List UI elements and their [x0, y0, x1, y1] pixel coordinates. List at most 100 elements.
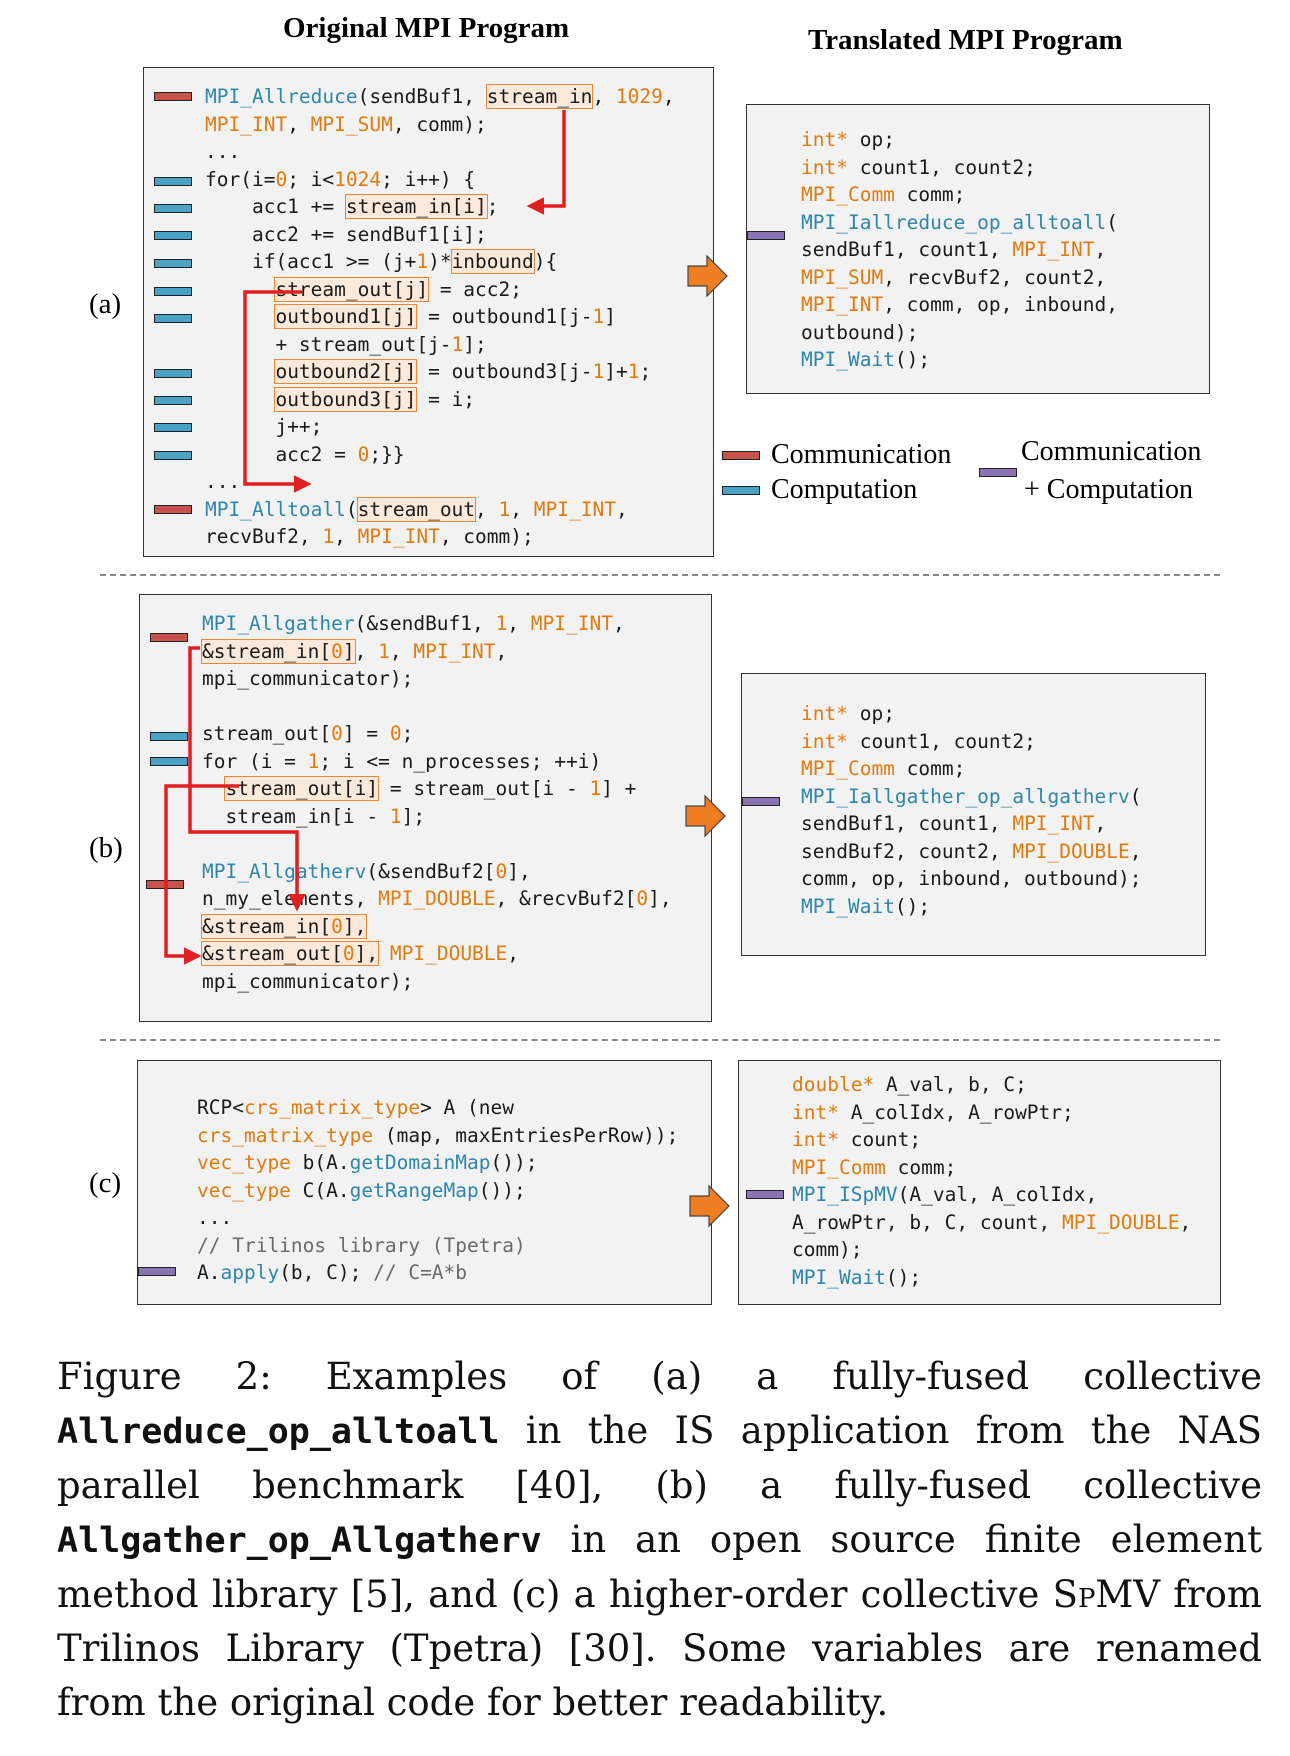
code-line: MPI_INT, comm, op, inbound,: [801, 293, 1118, 316]
code-line: [202, 693, 672, 721]
caption-smallcaps: SpMV: [1052, 1573, 1161, 1616]
code-line: stream_in[i - 1];: [202, 804, 426, 828]
code-line: acc2 = 0;}}: [205, 442, 405, 466]
code-line: outbound3[j] = i;: [274, 386, 476, 412]
marker-computation: [154, 177, 192, 186]
panel-c-original: [137, 1060, 712, 1305]
marker-comm-comp: [742, 797, 780, 806]
legend-computation-swatch: [722, 486, 760, 495]
code-line: int* op;: [801, 702, 895, 725]
marker-computation: [154, 287, 192, 296]
code-line: int* count;: [792, 1128, 922, 1151]
code-line: MPI_Allgather(&sendBuf1, 1, MPI_INT,: [202, 612, 625, 635]
code-line: mpi_communicator);: [202, 667, 414, 690]
marker-communication: [150, 633, 188, 642]
code-line: outbound2[j] = outbound3[j-1]+1;: [274, 359, 652, 384]
code-line: [202, 830, 672, 858]
code-line: acc1 += stream_in[i];: [205, 194, 499, 219]
panel-a-translated: [746, 104, 1210, 394]
code-line: MPI_Iallreduce_op_alltoall(: [801, 210, 1118, 234]
code-line: vec_type b(A.getDomainMap());: [197, 1151, 538, 1174]
marker-comm-comp: [747, 231, 785, 240]
code-line: // Trilinos library (Tpetra): [197, 1233, 526, 1257]
caption-text-4: from Trilinos Library (Tpetra) [30]. Som…: [57, 1573, 1262, 1724]
legend-comm-comp-line2: + Computation: [1024, 474, 1194, 505]
label-c: (c): [89, 1167, 122, 1199]
code-line: for(i=0; i<1024; i++) {: [205, 167, 476, 191]
separator: [100, 574, 1220, 576]
code-line: n_my_elements, MPI_DOUBLE, &recvBuf2[0],: [202, 887, 672, 910]
figure-caption: Figure 2: Examples of (a) a fully-fused …: [57, 1350, 1262, 1730]
code-line: vec_type C(A.getRangeMap());: [197, 1178, 526, 1202]
marker-computation: [154, 396, 192, 405]
marker-computation: [154, 423, 192, 432]
code-line: recvBuf2, 1, MPI_INT, comm);: [205, 525, 534, 548]
code-line: MPI_Wait();: [801, 348, 931, 371]
code-line: MPI_Wait();: [801, 894, 931, 918]
code-line: ...: [197, 1206, 233, 1229]
code-line: ...: [205, 140, 241, 163]
marker-comm-comp: [746, 1190, 784, 1199]
code-line: stream_out[0] = 0;: [202, 722, 414, 745]
caption-text-2: in the IS application from the NAS paral…: [57, 1409, 1262, 1507]
code-line: MPI_Comm comm;: [801, 183, 966, 206]
caption-code-2: Allgather_op_Allgatherv: [57, 1521, 542, 1561]
marker-comm-comp: [138, 1267, 176, 1276]
code-line: crs_matrix_type (map, maxEntriesPerRow))…: [197, 1123, 679, 1147]
code-line: j++;: [205, 415, 323, 438]
code-line: MPI_Comm comm;: [792, 1155, 957, 1179]
code-line: MPI_Alltoall(stream_out, 1, MPI_INT,: [205, 496, 628, 522]
header-original: Original MPI Program: [283, 12, 570, 44]
marker-computation: [154, 314, 192, 323]
panel-b-translated-code: int* op; int* count1, count2; MPI_Comm com…: [801, 700, 1141, 920]
code-line: sendBuf1, count1, MPI_INT,: [801, 812, 1107, 835]
code-line: MPI_Wait();: [792, 1265, 922, 1289]
code-line: int* count1, count2;: [801, 155, 1036, 179]
legend-computation-label: Computation: [771, 474, 918, 505]
marker-computation: [154, 231, 192, 240]
code-line: comm, op, inbound, outbound);: [801, 867, 1142, 890]
marker-computation: [150, 757, 188, 766]
code-line: if(acc1 >= (j+1)*inbound){: [205, 249, 558, 274]
code-line: int* op;: [801, 128, 895, 151]
code-line: outbound);: [801, 320, 919, 344]
code-line: MPI_Comm comm;: [801, 757, 966, 780]
code-line: sendBuf2, count2, MPI_DOUBLE,: [801, 839, 1142, 863]
label-b: (b): [89, 832, 123, 864]
panel-a-original-code: MPI_Allreduce(sendBuf1, stream_in, 1029,…: [205, 83, 675, 551]
marker-communication: [154, 92, 192, 101]
panel-a-original: [143, 67, 714, 557]
code-line: mpi_communicator);: [202, 969, 414, 993]
code-line: int* A_colIdx, A_rowPtr;: [792, 1100, 1074, 1124]
code-line: MPI_Iallgather_op_allgatherv(: [801, 784, 1142, 808]
code-line: A_rowPtr, b, C, count, MPI_DOUBLE,: [792, 1210, 1192, 1234]
code-line: MPI_Allreduce(sendBuf1, stream_in, 1029,: [205, 84, 675, 109]
marker-computation: [154, 204, 192, 213]
code-line: sendBuf1, count1, MPI_INT,: [801, 238, 1107, 261]
code-line: acc2 += sendBuf1[i];: [205, 222, 487, 246]
panel-b-original-code: MPI_Allgather(&sendBuf1, 1, MPI_INT, &str…: [200, 610, 672, 995]
marker-computation: [150, 732, 188, 741]
code-line: ...: [205, 470, 241, 493]
legend-communication-label: Communication: [771, 439, 952, 470]
marker-communication: [154, 505, 192, 514]
marker-computation: [154, 259, 192, 268]
panel-c-translated-code: double* A_val, b, C; int* A_colIdx, A_row…: [792, 1071, 1191, 1291]
code-line: comm);: [792, 1238, 863, 1261]
code-line: &stream_in[0],: [200, 913, 368, 939]
code-line: stream_out[j] = acc2;: [274, 276, 522, 302]
code-line: stream_out[i] = stream_out[i - 1] +: [224, 776, 637, 801]
legend-comm-comp-swatch: [979, 468, 1017, 477]
header-translated: Translated MPI Program: [808, 24, 1123, 56]
code-line: outbound1[j] = outbound1[j-1]: [274, 304, 616, 329]
code-line: MPI_Allgatherv(&sendBuf2[0],: [202, 859, 531, 883]
code-line: RCP<crs_matrix_type> A (new: [197, 1096, 514, 1119]
separator: [100, 1039, 1220, 1041]
marker-communication: [146, 880, 184, 889]
marker-computation: [154, 369, 192, 378]
code-line: MPI_INT, MPI_SUM, comm);: [205, 112, 487, 136]
legend-comm-comp-line1: Communication: [1021, 436, 1202, 467]
legend-communication-swatch: [722, 451, 760, 460]
panel-c-original-code: RCP<crs_matrix_type> A (new crs_matrix_ty…: [197, 1094, 678, 1287]
code-line: &stream_out[0], MPI_DOUBLE,: [200, 941, 520, 966]
